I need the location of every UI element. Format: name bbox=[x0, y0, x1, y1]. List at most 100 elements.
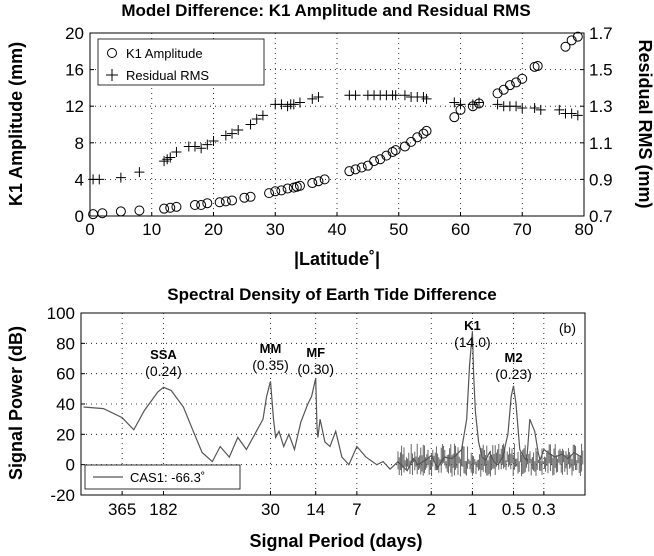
k1-amplitude-point bbox=[406, 136, 417, 147]
k1-amplitude-point bbox=[390, 145, 401, 156]
residual-rms-point bbox=[202, 139, 213, 150]
residual-rms-point bbox=[399, 90, 410, 101]
annotation-ssa-label: SSA bbox=[150, 347, 177, 362]
k1-amplitude-point bbox=[196, 200, 207, 211]
y-tick-label: 20 bbox=[65, 24, 84, 43]
y2-tick-label: 1.5 bbox=[589, 61, 613, 80]
legend-plus-marker bbox=[106, 69, 118, 81]
k1-amplitude-point bbox=[572, 31, 583, 42]
cas1-spectrum-line bbox=[83, 331, 582, 472]
x-tick-label: 40 bbox=[328, 220, 347, 239]
k1-amplitude-point bbox=[313, 176, 324, 187]
x-tick-label: 60 bbox=[451, 220, 470, 239]
panel-a-y-label: K1 Amplitude (mm) bbox=[6, 42, 26, 206]
x-tick-label: 0 bbox=[85, 220, 94, 239]
residual-rms-point bbox=[517, 103, 528, 114]
panel-b-y-ticks: -20 0 20 40 60 80 100 bbox=[47, 304, 85, 505]
k1-amplitude-point bbox=[294, 180, 305, 191]
k1-amplitude-point bbox=[418, 128, 429, 139]
panel-a-x-label: |Latitude˚| bbox=[294, 249, 380, 269]
legend-item-residual-rms: Residual RMS bbox=[126, 68, 209, 83]
residual-rms-point bbox=[535, 104, 546, 115]
panel-a-legend: K1 Amplitude Residual RMS bbox=[97, 38, 265, 86]
panel-a-x-ticks: 0 10 20 30 40 50 60 70 80 bbox=[85, 212, 593, 239]
residual-rms-point bbox=[165, 152, 176, 163]
k1-amplitude-point bbox=[319, 174, 330, 185]
x-tick-label: 7 bbox=[352, 500, 361, 519]
residual-rms-point bbox=[390, 90, 401, 101]
panel-a-y2-ticks: 0.7 0.9 1.1 1.3 1.5 1.7 bbox=[580, 24, 613, 226]
y-tick-label: 100 bbox=[47, 304, 75, 323]
k1-amplitude-point bbox=[245, 191, 256, 202]
x-tick-label: 30 bbox=[261, 500, 280, 519]
k1-amplitude-point bbox=[566, 35, 577, 46]
y-tick-label: 0 bbox=[75, 207, 84, 226]
residual-rms-point bbox=[529, 103, 540, 114]
x-tick-label: 20 bbox=[204, 220, 223, 239]
x-tick-label: 0.3 bbox=[532, 500, 556, 519]
k1-amplitude-point bbox=[264, 188, 275, 199]
annotation-mf-label: MF bbox=[306, 345, 325, 360]
k1-amplitude-point bbox=[165, 202, 176, 213]
panel-b-label: (b) bbox=[559, 320, 576, 336]
k1-amplitude-point bbox=[270, 186, 281, 197]
x-tick-label: 30 bbox=[266, 220, 285, 239]
k1-amplitude-point bbox=[344, 166, 355, 177]
residual-rms-point bbox=[288, 99, 299, 110]
panel-a-title: Model Difference: K1 Amplitude and Resid… bbox=[121, 1, 530, 20]
x-tick-label: 0.5 bbox=[502, 500, 526, 519]
panel-a-y2-label: Residual RMS (mm) bbox=[635, 39, 654, 208]
y2-tick-label: 1.3 bbox=[589, 97, 613, 116]
panel-b: Spectral Density of Earth Tide Differenc… bbox=[6, 285, 586, 551]
k1-amplitude-point bbox=[517, 73, 528, 84]
x-tick-label: 70 bbox=[513, 220, 532, 239]
x-tick-label: 182 bbox=[149, 500, 177, 519]
k1-amplitude-point bbox=[307, 178, 318, 189]
y-tick-label: 12 bbox=[65, 97, 84, 116]
y-tick-label: 40 bbox=[56, 395, 75, 414]
panel-b-legend: CAS1: -66.3˚ bbox=[84, 464, 241, 490]
x-tick-label: 365 bbox=[108, 500, 136, 519]
annotation-mm-value: (0.35) bbox=[252, 357, 289, 373]
k1-amplitude-point bbox=[282, 183, 293, 194]
residual-rms-point bbox=[572, 110, 583, 121]
k1-amplitude-point bbox=[492, 88, 503, 99]
x-tick-label: 14 bbox=[306, 500, 325, 519]
panel-b-series bbox=[83, 331, 584, 477]
panel-a: Model Difference: K1 Amplitude and Resid… bbox=[6, 1, 654, 269]
residual-rms-point bbox=[171, 146, 182, 157]
residual-rms-point bbox=[134, 167, 145, 178]
residual-rms-point bbox=[449, 97, 460, 108]
annotation-k1-label: K1 bbox=[464, 318, 481, 333]
annotation-mf-value: (0.30) bbox=[297, 361, 334, 377]
k1-amplitude-point bbox=[399, 141, 410, 152]
k1-amplitude-point bbox=[369, 156, 380, 167]
residual-rms-point bbox=[251, 114, 262, 125]
x-tick-label: 10 bbox=[142, 220, 161, 239]
legend-box bbox=[97, 38, 265, 86]
residual-rms-point bbox=[227, 128, 238, 139]
k1-amplitude-point bbox=[356, 162, 367, 173]
spectrum-noise bbox=[397, 443, 584, 477]
panel-b-y-label: Signal Power (dB) bbox=[6, 326, 26, 480]
residual-rms-point bbox=[492, 99, 503, 110]
residual-rms-point bbox=[294, 97, 305, 108]
k1-amplitude-point bbox=[227, 195, 238, 206]
y2-tick-label: 0.7 bbox=[589, 207, 613, 226]
residual-rms-point bbox=[313, 92, 324, 103]
residual-rms-point bbox=[115, 172, 126, 183]
k1-amplitude-point bbox=[171, 201, 182, 212]
residual-rms-point bbox=[196, 143, 207, 154]
x-tick-label: 80 bbox=[575, 220, 594, 239]
panel-b-annotations: SSA(0.24) MM(0.35) MF(0.30) K1(14.0) M2(0.23… bbox=[145, 318, 532, 382]
panel-b-x-ticks: 365 182 30 14 7 2 1 0.5 0.3 bbox=[108, 491, 556, 519]
x-tick-label: 1 bbox=[468, 500, 477, 519]
k1-amplitude-point bbox=[449, 112, 460, 123]
k1-amplitude-point bbox=[276, 185, 287, 196]
annotation-mm-label: MM bbox=[260, 341, 282, 356]
residual-rms-point bbox=[566, 108, 577, 119]
residual-rms-point bbox=[554, 104, 565, 115]
k1-amplitude-point bbox=[381, 150, 392, 161]
k1-amplitude-point bbox=[532, 60, 543, 71]
panel-b-title: Spectral Density of Earth Tide Differenc… bbox=[167, 285, 496, 304]
